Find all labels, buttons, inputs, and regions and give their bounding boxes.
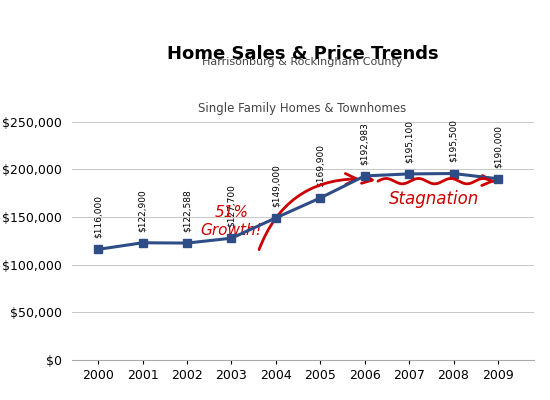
Text: $149,000: $149,000 bbox=[271, 164, 280, 207]
Text: $122,588: $122,588 bbox=[183, 189, 191, 232]
Text: $190,000: $190,000 bbox=[493, 125, 503, 168]
Title: Home Sales & Price Trends: Home Sales & Price Trends bbox=[167, 45, 438, 63]
Text: $169,900: $169,900 bbox=[316, 144, 324, 187]
Text: $195,100: $195,100 bbox=[405, 120, 414, 163]
Text: $127,700: $127,700 bbox=[227, 184, 236, 227]
Text: $195,500: $195,500 bbox=[449, 120, 458, 162]
Text: $192,983: $192,983 bbox=[360, 122, 369, 165]
Text: $122,900: $122,900 bbox=[138, 189, 147, 232]
Text: Single Family Homes & Townhomes: Single Family Homes & Townhomes bbox=[199, 102, 406, 115]
Text: $116,000: $116,000 bbox=[94, 195, 103, 238]
Text: 51%
Growth!: 51% Growth! bbox=[201, 206, 262, 238]
Text: Harrisonburg & Rockingham County: Harrisonburg & Rockingham County bbox=[202, 57, 403, 67]
Text: Stagnation: Stagnation bbox=[388, 190, 478, 208]
